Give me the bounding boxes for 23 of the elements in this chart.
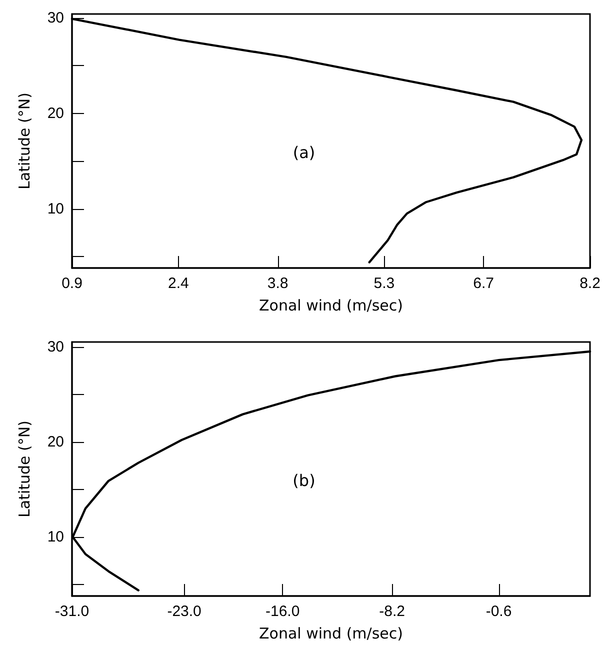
y-tick-label: 20 [47,433,64,450]
x-tick-label: 3.8 [267,275,288,292]
y-tick-label: 30 [47,9,64,26]
y-tick-label: 20 [47,104,64,122]
y-tick-label: 10 [47,200,64,218]
x-tick-label: 0.9 [62,275,82,292]
y-tick-label: 10 [47,528,64,546]
x-tick-label: 6.7 [473,275,494,292]
annotation: (a) [292,142,316,162]
x-tick-label: -0.6 [486,603,512,620]
y-axis-title: Latitude (°N) [16,92,34,190]
x-tick-label: -16.0 [265,603,300,620]
x-tick-label: 8.2 [580,275,600,292]
x-tick-label: -8.2 [379,603,405,620]
x-axis-title: Zonal wind (m/sec) [259,624,403,642]
x-tick-label: -31.0 [54,603,90,620]
annotation: (b) [292,470,316,490]
y-tick-label: 30 [47,338,64,356]
x-tick-label: -23.0 [167,603,202,620]
x-axis-title: Zonal wind (m/sec) [259,296,403,314]
x-tick-label: 2.4 [168,275,189,292]
x-tick-label: 5.3 [374,275,395,292]
y-axis-title: Latitude (°N) [16,420,34,518]
